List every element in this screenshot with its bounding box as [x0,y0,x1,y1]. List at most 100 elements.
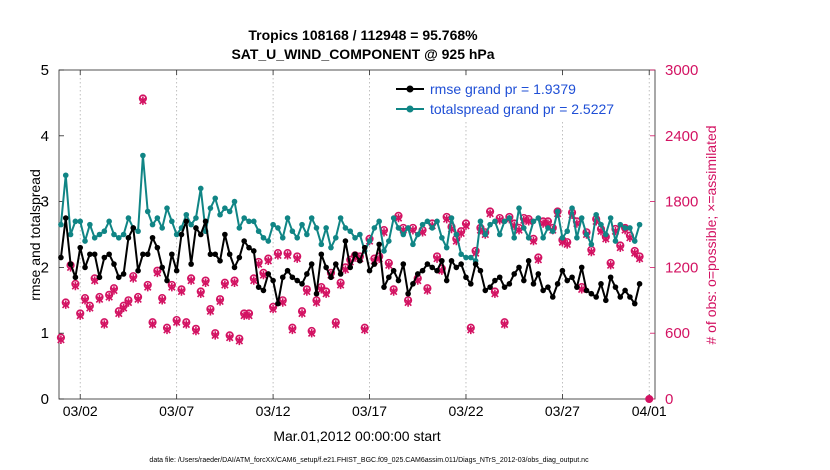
rmse-point [251,248,257,254]
y-left-tick-label: 3 [41,194,49,211]
obs-assimilated-point [201,278,210,287]
totalspread-point [381,248,387,254]
rmse-point [569,274,575,281]
rmse-point [289,274,296,281]
totalspread-point [467,254,474,261]
totalspread-point [583,231,590,238]
obs-assimilated-point [90,276,99,285]
rmse-point [202,218,209,225]
rmse-point [337,271,344,277]
rmse-point [617,294,624,300]
totalspread-point [477,218,484,225]
y-axis-left-label: rmse and totalspread [27,169,43,301]
obs-assimilated-point [336,280,345,290]
rmse-point [361,244,368,251]
obs-assimilated-point [264,256,273,266]
obs-assimilated-point [124,298,133,307]
totalspread-point [357,231,363,238]
rmse-point [125,234,132,241]
obs-assimilated-point [211,331,219,340]
chart-title-line1: Tropics 108168 / 112948 = 95.768% [248,27,478,43]
totalspread-point [559,234,566,241]
obs-assimilated-point [269,304,277,314]
rmse-point [492,277,498,284]
y-right-tick-label: 3000 [665,62,698,79]
rmse-point [183,218,190,225]
rmse-point [439,258,445,264]
totalspread-point [554,208,561,215]
rmse-point [424,261,431,267]
obs-assimilated-point [61,300,70,309]
obs-assimilated-point [192,326,200,336]
obs-assimilated-point [635,254,644,263]
rmse-point [197,231,204,238]
obs-assimilated-point [230,278,239,287]
totalspread-point [337,215,344,221]
x-tick-label: 03/02 [63,403,98,419]
totalspread-point [72,218,79,225]
rmse-point [506,281,513,287]
obs-assimilated-point [288,325,297,335]
rmse-point [120,271,127,277]
rmse-point [578,264,585,271]
rmse-point [540,287,546,294]
obs-assimilated-point [616,243,625,252]
rmse-point [622,287,628,294]
obs-assimilated-point [462,221,470,230]
rmse-point [87,251,93,258]
rmse-point [574,284,580,290]
obs-assimilated-point [495,216,504,225]
rmse-point [188,261,194,267]
totalspread-point [492,218,498,225]
y-left-tick-label: 5 [41,62,49,79]
rmse-point [554,281,561,287]
rmse-point [260,287,267,294]
obs-assimilated-point [563,240,572,249]
obs-assimilated-point [322,289,330,298]
totalspread-point [96,231,103,238]
rmse-point [429,264,436,271]
obs-assimilated-point [332,320,340,329]
totalspread-point [496,231,503,238]
totalspread-point [67,231,74,238]
legend-rmse-marker [406,85,414,93]
legend-spread-marker [406,105,414,113]
rmse-point [96,274,103,281]
totalspread-point [593,211,599,218]
rmse-point [149,234,156,241]
totalspread-point [612,238,619,244]
rmse-point [521,277,527,284]
rmse-point [559,267,566,274]
rmse-point [530,281,537,287]
obs-assimilated-point [158,296,166,305]
totalspread-point [376,218,382,225]
totalspread-point [197,185,204,192]
rmse-point [279,274,286,281]
totalspread-point [371,225,378,231]
totalspread-point [77,218,84,225]
rmse-point [111,261,117,267]
rmse-point [583,287,590,294]
rmse-point [265,271,272,277]
totalspread-point [540,234,546,241]
obs-assimilated-point [148,320,157,329]
rmse-point [58,254,64,261]
rmse-point [535,271,542,277]
totalspread-point [386,238,392,244]
totalspread-point [125,215,132,221]
totalspread-point [453,231,460,238]
totalspread-point [304,231,310,238]
obs-assimilated-point [225,333,234,342]
obs-assimilated-point [385,261,393,270]
rmse-point [308,261,315,267]
obs-assimilated-point [182,320,191,329]
rmse-point [376,241,382,248]
rmse-point [236,254,243,261]
totalspread-point [241,215,247,221]
totalspread-point [588,241,595,248]
rmse-point [299,281,305,287]
rmse-point [193,225,199,231]
totalspread-point [270,221,276,228]
obs-assimilated-point [134,295,142,304]
rmse-point [496,274,503,281]
